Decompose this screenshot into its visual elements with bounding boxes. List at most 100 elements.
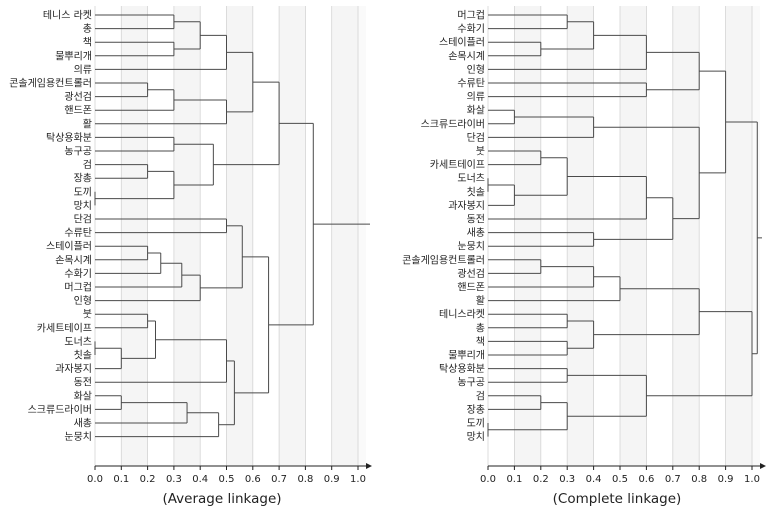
leaf-label: 물뿌리개: [55, 50, 92, 62]
grid-band: [620, 6, 647, 466]
leaf-label: 핸드폰: [457, 282, 485, 294]
leaf-label: 망치: [74, 200, 92, 212]
x-axis-arrow: [366, 463, 372, 469]
leaf-label: 단검: [467, 132, 485, 144]
leaf-label: 눈뭉치: [64, 431, 92, 443]
leaf-label: 수화기: [457, 23, 485, 35]
leaf-label: 장총: [467, 404, 485, 416]
leaf-label: 장총: [74, 173, 92, 185]
leaf-label: 칫솔: [74, 350, 92, 362]
leaf-label: 콘솔게임용컨트롤러: [402, 253, 485, 266]
dendrogram-panel-1: 테니스 라켓총책물뿌리개의류콘솔게임용컨트롤러광선검핸드폰활탁상용화분농구공검장…: [9, 6, 372, 507]
leaf-label: 붓: [476, 146, 485, 158]
leaf-label: 스테이플러: [46, 241, 92, 253]
leaf-label: 총: [83, 23, 92, 35]
x-axis-caption: (Average linkage): [162, 491, 281, 507]
x-tick-label: 0.9: [324, 474, 340, 485]
x-tick-label: 0.3: [559, 474, 575, 485]
x-tick-label: 0.6: [245, 474, 261, 485]
leaf-label: 화살: [467, 105, 485, 117]
leaf-label: 탁상용화분: [46, 132, 92, 144]
x-tick-label: 0.4: [192, 474, 208, 485]
leaf-label: 핸드폰: [64, 105, 92, 117]
leaf-label: 망치: [467, 431, 485, 443]
leaf-label: 동전: [467, 214, 485, 226]
leaf-label: 검: [83, 159, 92, 171]
leaf-label: 의류: [467, 91, 485, 103]
grid-band: [725, 6, 752, 466]
leaf-label: 탁상용화분: [439, 363, 485, 375]
leaf-label: 광선검: [64, 91, 92, 103]
leaf-label: 인형: [467, 64, 485, 76]
x-tick-label: 0.5: [612, 474, 628, 485]
grid-band: [331, 6, 358, 466]
x-tick-label: 0.1: [506, 474, 522, 485]
x-tick-label: 0.7: [665, 474, 681, 485]
grid-band: [279, 6, 306, 466]
leaf-label: 붓: [83, 309, 92, 321]
leaf-label: 수화기: [64, 268, 92, 280]
grid-band: [672, 6, 700, 466]
leaf-label: 도너츠: [64, 336, 92, 348]
leaf-label: 동전: [74, 377, 92, 389]
leaf-label: 머그컵: [457, 9, 485, 22]
x-tick-label: 0.1: [113, 474, 129, 485]
leaf-label: 책: [476, 336, 485, 348]
leaf-label: 스크류드라이버: [421, 118, 485, 130]
x-tick-label: 0.5: [219, 474, 235, 485]
grid-band: [752, 6, 760, 466]
x-tick-label: 0.3: [166, 474, 182, 485]
x-tick-label: 0.8: [691, 474, 707, 485]
leaf-label: 수류탄: [64, 227, 92, 239]
leaf-label: 과자봉지: [55, 363, 92, 375]
leaf-label: 스크류드라이버: [28, 404, 92, 416]
x-axis-caption: (Complete linkage): [553, 491, 682, 507]
leaf-label: 눈뭉치: [457, 241, 485, 253]
leaf-label: 책: [83, 37, 92, 49]
leaf-label: 도너츠: [457, 173, 485, 185]
grid-band: [358, 6, 366, 466]
dendrogram-panel-2: 머그컵수화기스테이플러손목시계인형수류탄의류화살스크류드라이버단검붓카세트테이프…: [402, 6, 766, 507]
leaf-label: 검: [476, 390, 485, 402]
leaf-label: 농구공: [64, 146, 92, 158]
leaf-label: 머그컵: [64, 281, 92, 294]
x-tick-label: 0.4: [586, 474, 602, 485]
leaf-label: 손목시계: [448, 50, 485, 62]
x-tick-label: 0.2: [533, 474, 549, 485]
x-tick-label: 0.8: [297, 474, 313, 485]
grid-band: [173, 6, 201, 466]
x-tick-label: 0.6: [638, 474, 654, 485]
leaf-label: 새총: [467, 227, 485, 239]
leaf-label: 농구공: [457, 377, 485, 389]
x-tick-label: 0.0: [87, 474, 103, 485]
x-tick-label: 1.0: [744, 474, 760, 485]
leaf-label: 손목시계: [55, 254, 92, 266]
leaf-label: 카세트테이프: [430, 159, 485, 171]
grid-band: [121, 6, 148, 466]
grid-band: [226, 6, 253, 466]
leaf-label: 도끼: [467, 418, 485, 430]
x-tick-label: 1.0: [350, 474, 366, 485]
leaf-label: 칫솔: [467, 186, 485, 198]
leaf-label: 단검: [74, 214, 92, 226]
leaf-label: 카세트테이프: [37, 322, 92, 334]
leaf-label: 활: [476, 294, 485, 307]
leaf-label: 활: [83, 117, 92, 130]
leaf-label: 광선검: [457, 268, 485, 280]
grid-band: [567, 6, 594, 466]
leaf-label: 의류: [74, 64, 92, 76]
leaf-label: 도끼: [74, 186, 92, 198]
leaf-label: 수류탄: [457, 78, 485, 90]
grid-band: [514, 6, 541, 466]
x-tick-label: 0.0: [480, 474, 496, 485]
leaf-label: 테니스 라켓: [43, 10, 92, 22]
x-tick-label: 0.7: [271, 474, 287, 485]
leaf-label: 새총: [74, 418, 92, 430]
x-tick-label: 0.9: [718, 474, 734, 485]
leaf-label: 인형: [74, 295, 92, 307]
leaf-label: 총: [476, 322, 485, 334]
leaf-label: 스테이플러: [439, 37, 485, 49]
leaf-label: 테니스라켓: [439, 309, 485, 321]
